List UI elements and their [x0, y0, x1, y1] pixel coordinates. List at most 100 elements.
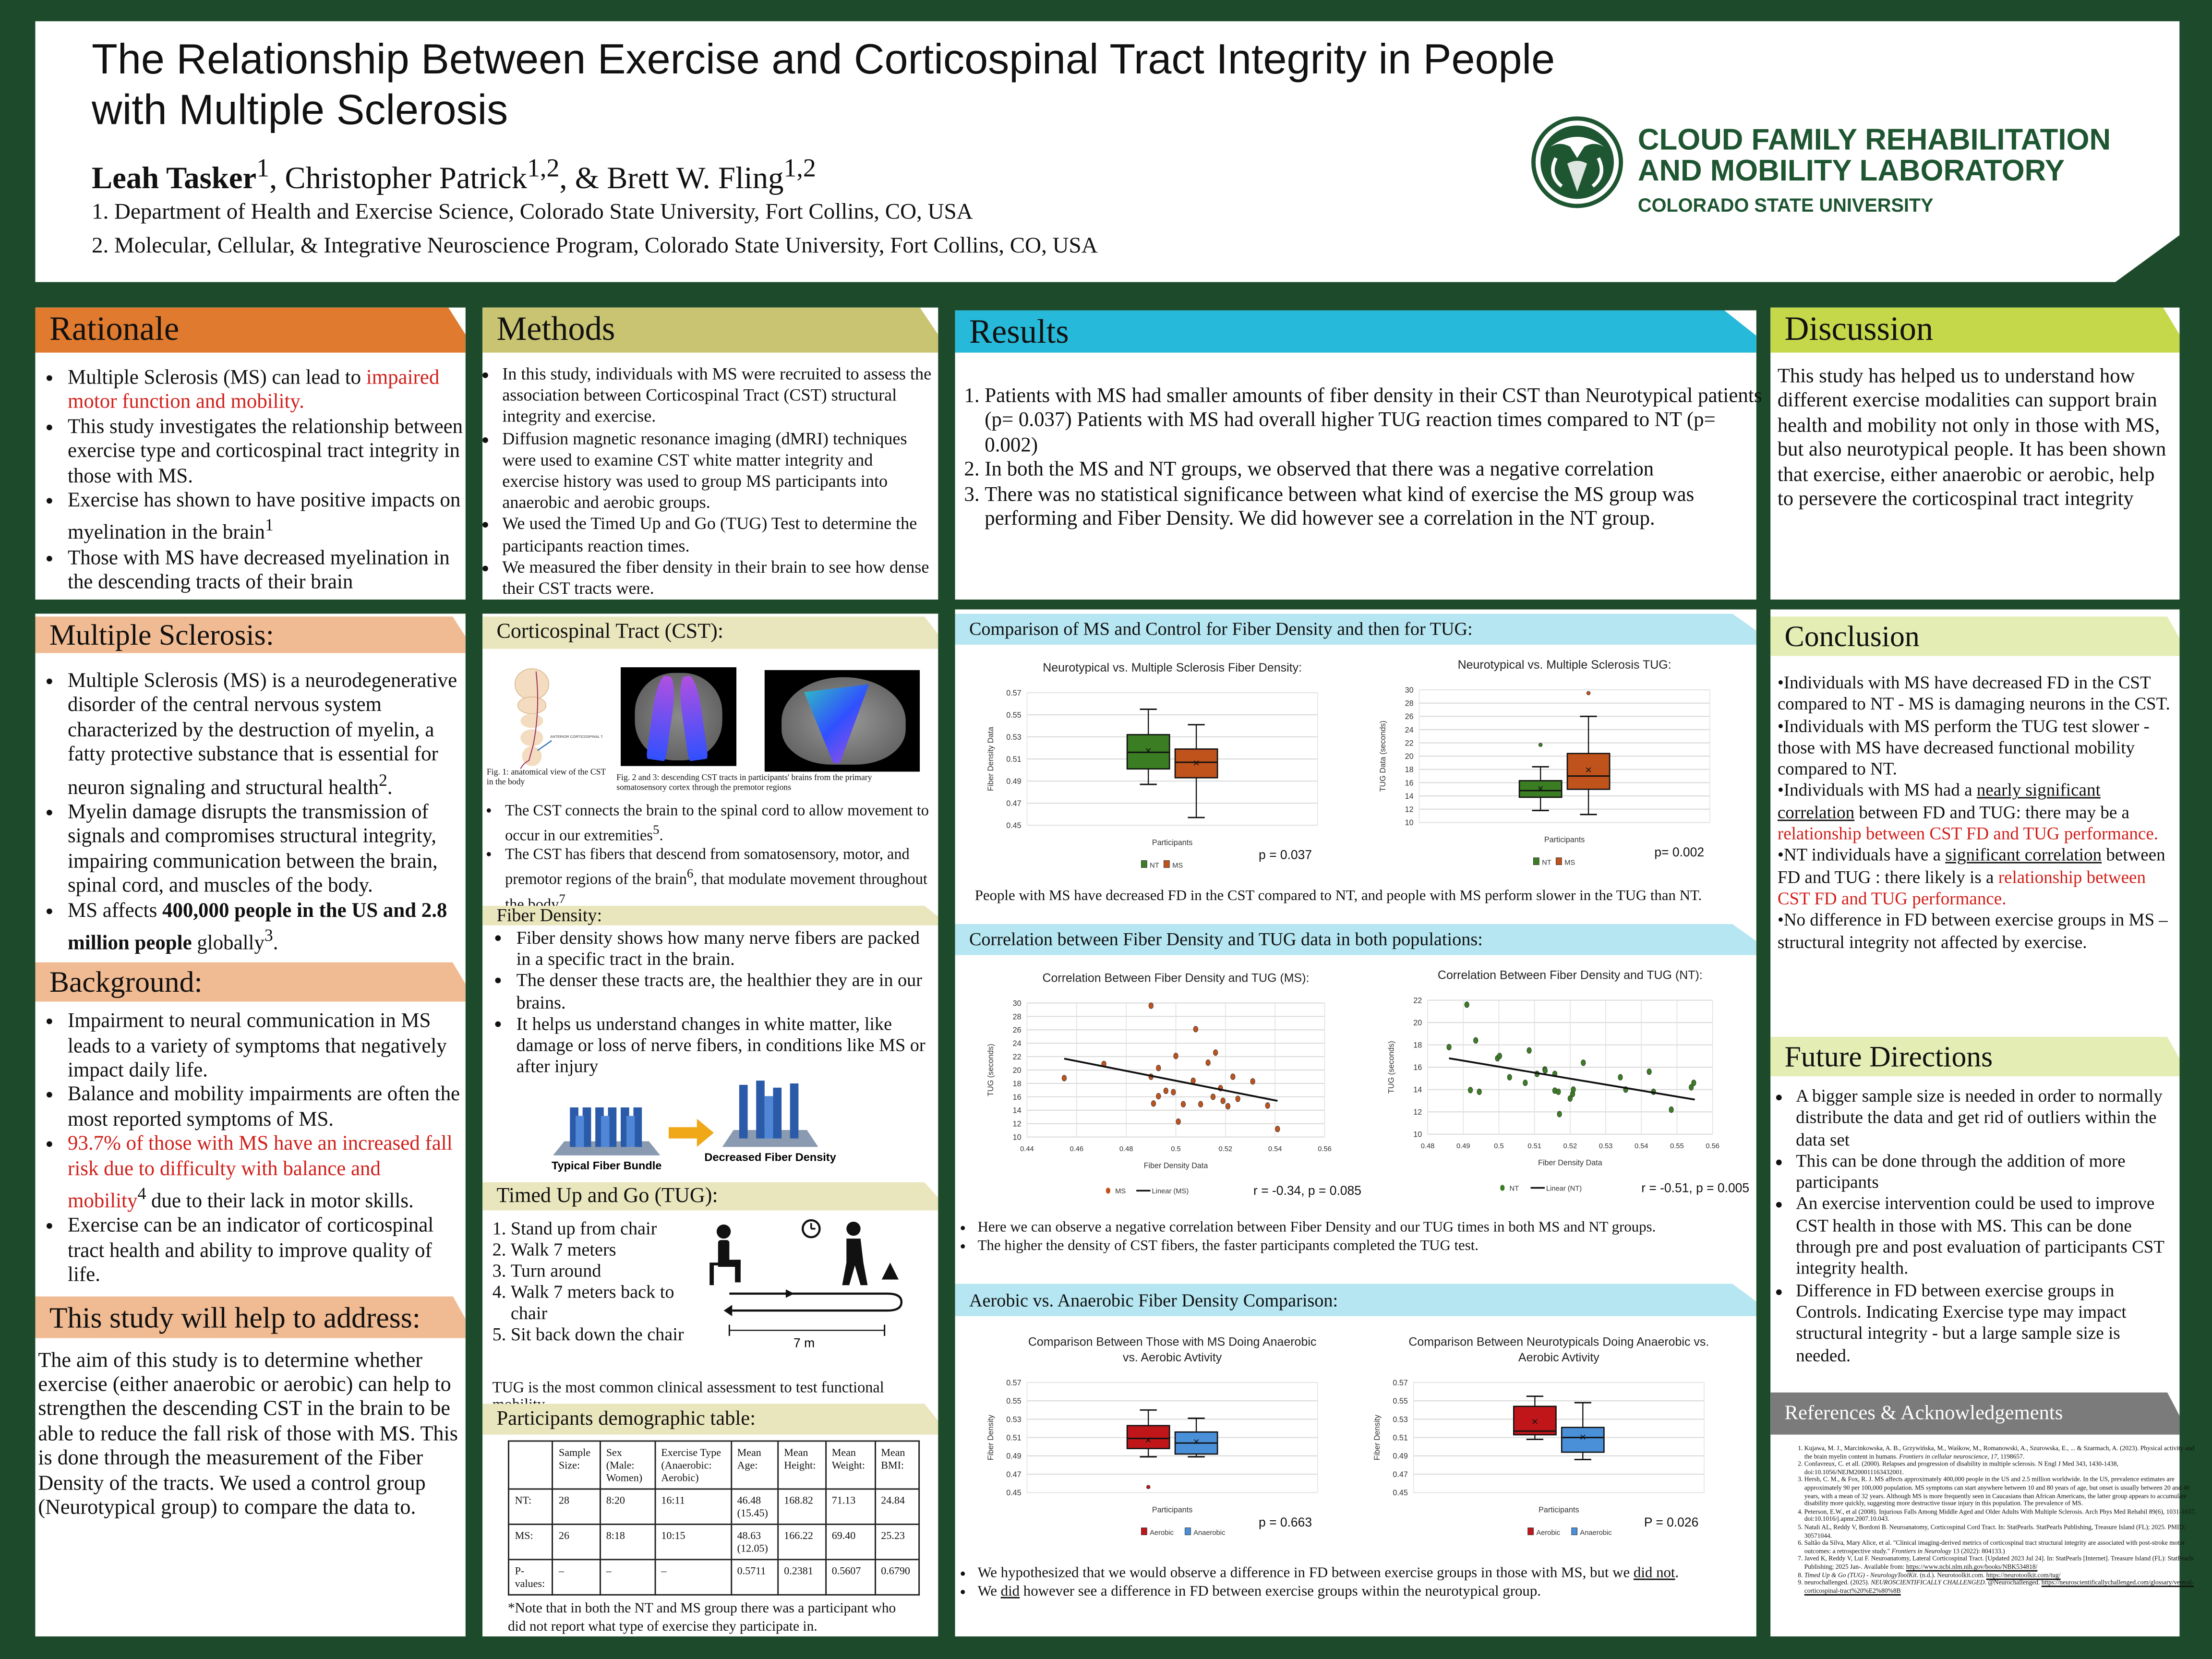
- text-segment: Impairment to neural communication in MS…: [68, 1010, 447, 1082]
- text-segment: This can be done through the addition of…: [1796, 1151, 2126, 1192]
- text-segment: •No difference in FD between exercise gr…: [1777, 910, 2168, 952]
- author-name: , Christopher Patrick: [269, 160, 528, 195]
- logo-line: COLORADO STATE UNIVERSITY: [1637, 194, 1934, 216]
- address-heading: This study will help to address:: [35, 1296, 466, 1338]
- chart-title: vs. Aerobic Avtivity: [1123, 1351, 1222, 1364]
- author-name: Leah Tasker: [92, 160, 257, 195]
- citation-sup: 1: [264, 515, 274, 536]
- list-item: In both the MS and NT groups, we observe…: [985, 459, 1767, 483]
- results-heading: Results: [955, 310, 1756, 353]
- list-item: •NT individuals have a significant corre…: [1778, 845, 2180, 910]
- demographics-table: Sample Size: Sex (Male: Women) Exercise Ty…: [507, 1440, 920, 1596]
- table-cell: 28: [552, 1488, 601, 1525]
- list-item: neurochallenged. (2025). NEUROSCIENTIFIC…: [1804, 1579, 2202, 1595]
- y-tick-label: 12: [1413, 1108, 1422, 1117]
- multiple-sclerosis-list: Multiple Sclerosis (MS) is a neurodegene…: [39, 670, 463, 957]
- methods-panel: Methods In this study, individuals with …: [482, 307, 938, 600]
- table-header-cell: Mean BMI:: [874, 1440, 920, 1490]
- scatter-point: [1205, 1059, 1211, 1066]
- exercise-heading: Aerobic vs. Anaerobic Fiber Density Comp…: [955, 1284, 1756, 1316]
- cst-heading: Corticospinal Tract (CST):: [482, 616, 938, 649]
- y-tick-label: 0.47: [1393, 1470, 1407, 1479]
- x-tick-label: 0.55: [1670, 1142, 1684, 1150]
- p-value-label: P = 0.026: [1644, 1515, 1698, 1529]
- y-tick-label: 24: [1013, 1039, 1022, 1048]
- scatter-point: [1446, 1044, 1452, 1050]
- y-tick-label: 0.47: [1006, 1470, 1021, 1479]
- y-tick-label: 14: [1013, 1106, 1022, 1115]
- list-item: Saltão da Silva, Mary Alice, et al. "Cli…: [1804, 1539, 2202, 1555]
- list-item: A bigger sample size is needed in order …: [1796, 1086, 2171, 1151]
- table-cell: –: [552, 1559, 601, 1596]
- scatter-point: [1567, 1095, 1573, 1102]
- y-tick-label: 10: [1413, 1130, 1422, 1139]
- table-cell: 0.6790: [874, 1559, 920, 1596]
- scatter-point: [1198, 1101, 1203, 1107]
- list-item: It helps us understand changes in white …: [517, 1012, 934, 1077]
- methods-list: In this study, individuals with MS were …: [474, 364, 934, 600]
- p-value-label: p = 0.037: [1259, 848, 1312, 862]
- text-segment: Frontiers in Neurology: [1891, 1547, 1951, 1554]
- chart-title: Comparison Between Those with MS Doing A…: [1028, 1335, 1317, 1349]
- list-item: This can be done through the addition of…: [1796, 1151, 2171, 1194]
- text-segment: Exercise has shown to have positive impa…: [68, 489, 461, 545]
- y-tick-label: 26: [1405, 712, 1414, 721]
- box-mean-marker: ×: [1537, 782, 1544, 794]
- y-tick-label: 12: [1013, 1120, 1022, 1129]
- tug-step: Walk 7 meters: [511, 1239, 708, 1260]
- y-tick-label: 22: [1413, 996, 1422, 1005]
- discussion-text: This study has helped us to understand h…: [1777, 365, 2166, 511]
- references-heading: References & Acknowledgements: [1770, 1392, 2180, 1435]
- box-mean-marker: ×: [1579, 1431, 1586, 1443]
- legend-label: Linear (NT): [1546, 1185, 1582, 1192]
- list-item: The higher the density of CST fibers, th…: [978, 1237, 1740, 1255]
- y-tick-label: 0.53: [1006, 1415, 1021, 1424]
- scatter-point: [1464, 1001, 1469, 1008]
- csu-ram-logo-icon: [1531, 116, 1623, 208]
- list-item: Javed K, Reddy V, Lui F. Neuroanatomy, L…: [1804, 1555, 2202, 1571]
- highlighted-text: 93.7% of those with MS have an increased…: [68, 1133, 453, 1214]
- table-cell: 46.48 (15.45): [730, 1488, 779, 1525]
- scatter-point: [1151, 1100, 1156, 1107]
- plot-area: [1413, 1382, 1705, 1493]
- scatter-point: [1220, 1097, 1226, 1104]
- y-axis-label: Fiber Density Data: [986, 727, 995, 791]
- box-nt: [1518, 780, 1563, 798]
- x-tick-label: 0.51: [1527, 1142, 1541, 1150]
- scatter-point: [1581, 1059, 1586, 1066]
- table-cell: 0.2381: [777, 1559, 826, 1596]
- text-segment: Confavreux, C. et all. (2000). Relapses …: [1804, 1460, 2118, 1476]
- text-segment: .: [387, 776, 393, 799]
- fig23-caption: Fig. 2 and 3: descending CST tracts in p…: [616, 774, 872, 793]
- y-tick-label: 18: [1013, 1080, 1022, 1088]
- x-tick-label: 0.48: [1119, 1145, 1133, 1153]
- x-axis-label: Participants: [1544, 835, 1585, 844]
- table-header-cell: Sample Size:: [552, 1440, 601, 1490]
- list-item: The denser these tracts are, the healthi…: [517, 970, 934, 1012]
- text-segment: globally: [192, 932, 264, 955]
- walking-person-icon: [842, 1221, 868, 1286]
- text-segment: @Neurochallenged.: [1986, 1578, 2042, 1586]
- y-tick-label: 0.51: [1006, 1433, 1021, 1442]
- text-segment: however see a difference in FD between e…: [1020, 1584, 1541, 1600]
- table-cell: 26: [552, 1523, 601, 1561]
- legend-label: Anaerobic: [1193, 1529, 1225, 1537]
- text-segment: In both the MS and NT groups, we observe…: [985, 458, 1654, 481]
- typical-fiber-label: Typical Fiber Bundle: [552, 1159, 661, 1172]
- legend-label: MS: [1172, 862, 1183, 869]
- bullet-list: Impairment to neural communication in MS…: [39, 1010, 463, 1289]
- box-mean-marker: ×: [1585, 764, 1592, 776]
- exercise-list: We hypothesized that we would observe a …: [950, 1564, 1740, 1601]
- scatter-point: [1163, 1087, 1168, 1094]
- scatter-point: [1176, 1118, 1181, 1125]
- text-segment: Those with MS have decreased myelination…: [68, 547, 450, 594]
- list-item: Multiple Sclerosis (MS) can lead to impa…: [68, 367, 466, 416]
- bullet-list: Multiple Sclerosis (MS) can lead to impa…: [39, 367, 466, 596]
- discussion-panel: Discussion This study has helped us to u…: [1770, 307, 2180, 600]
- scatter-point: [1230, 1073, 1236, 1080]
- y-tick-label: 14: [1413, 1086, 1422, 1094]
- table-row: P-values: – – –0.5711 0.2381 0.5607 0.6790: [507, 1559, 920, 1596]
- y-tick-label: 0.45: [1006, 1489, 1021, 1497]
- scatter-point: [1210, 1094, 1216, 1100]
- y-tick-label: 22: [1013, 1053, 1022, 1061]
